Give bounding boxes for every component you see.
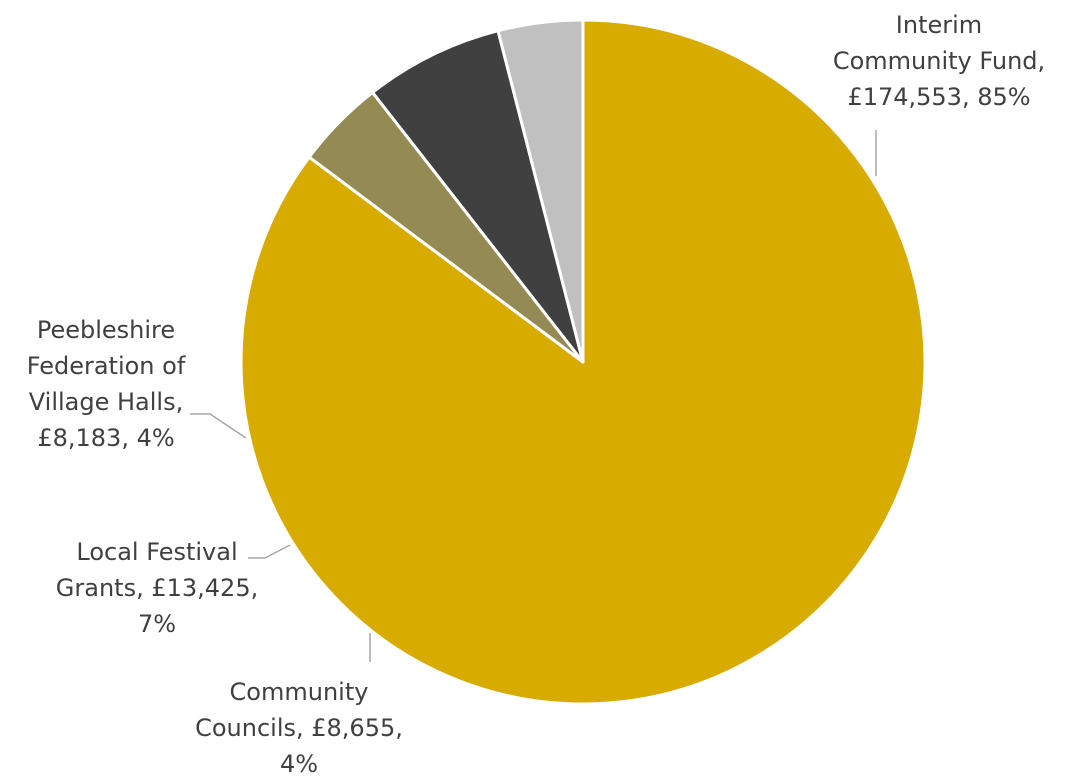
leader-line-local-festival-grants [248, 544, 291, 559]
data-labels: Interim Community Fund, £174,553, 85% Commu… [27, 11, 1045, 776]
data-label-line: Grants, £13,425, [56, 574, 258, 602]
data-label-line: Community Fund, [833, 47, 1045, 75]
data-label-line: Village Halls, [29, 388, 183, 416]
pie-slice-local-festival-grants [371, 29, 585, 364]
data-label-line: Federation of [27, 352, 186, 380]
data-label-line: 7% [138, 610, 176, 638]
data-label-line: Interim [896, 11, 982, 39]
data-label-line: £8,183, 4% [37, 424, 174, 452]
data-label-local-festival-grants: Local Festival Grants, £13,425, 7% [56, 538, 258, 638]
data-label-peebleshire-federation-of-village-halls: Peebleshire Federation of Village Halls, £8… [27, 316, 186, 452]
data-label-line: 4% [280, 750, 318, 776]
data-label-line: Local Festival [76, 538, 237, 566]
leader-line-peebleshire-federation-of-village-halls [190, 413, 247, 439]
data-label-interim-community-fund: Interim Community Fund, £174,553, 85% [833, 11, 1045, 111]
data-label-line: Councils, £8,655, [195, 714, 403, 742]
pie-slice-peebleshire-federation-of-village-halls [496, 18, 585, 364]
data-label-community-councils: Community Councils, £8,655, 4% [195, 678, 403, 776]
pie-slices [239, 18, 927, 706]
data-label-line: Peebleshire [37, 316, 175, 344]
data-label-line: £174,553, 85% [847, 83, 1030, 111]
data-label-line: Community [230, 678, 369, 706]
leader-lines [190, 130, 877, 662]
